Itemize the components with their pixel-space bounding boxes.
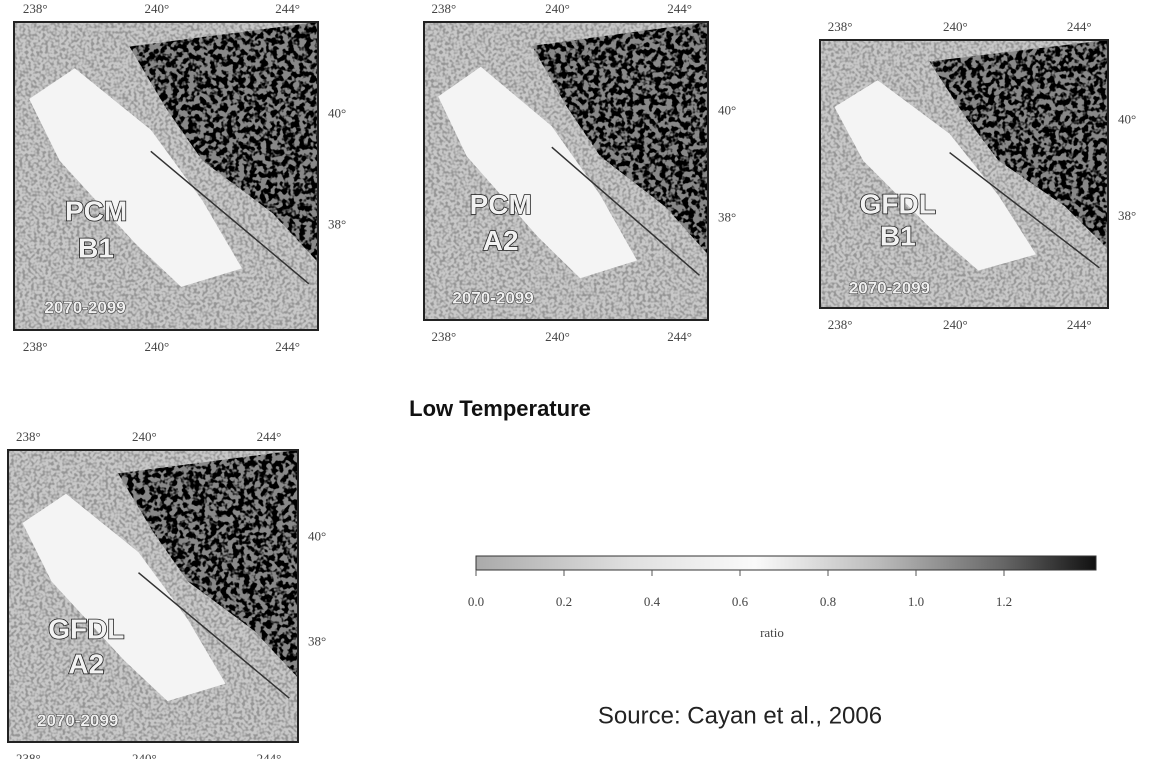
x-label-bottom: 240° xyxy=(545,329,570,344)
x-label-bottom: 238° xyxy=(16,751,41,759)
map-panel: 238° 238° 240° 240° 244° 244° 40° 38° PCM B1 2070-… xyxy=(13,1,346,354)
x-label-top: 244° xyxy=(1067,19,1092,34)
x-label-bottom: 240° xyxy=(145,339,170,354)
y-label: 40° xyxy=(308,529,326,544)
colorbar xyxy=(475,555,1097,571)
x-label-bottom: 240° xyxy=(132,751,157,759)
y-label: 38° xyxy=(328,216,346,231)
map-frame xyxy=(819,39,1109,309)
x-label-top: 238° xyxy=(432,1,457,16)
coastline xyxy=(138,572,290,699)
x-label-bottom: 244° xyxy=(275,339,300,354)
central-valley xyxy=(29,68,243,287)
model-label: PCM xyxy=(65,195,127,226)
x-label-bottom: 238° xyxy=(23,339,48,354)
source: Source: Cayan et al., 2006 xyxy=(598,702,882,729)
x-label-bottom: 238° xyxy=(828,317,853,332)
x-label-bottom: 238° xyxy=(432,329,457,344)
x-label-top: 244° xyxy=(275,1,300,16)
map-panel: 238° 238° 240° 240° 244° 244° 40° 38° GFDL A2 2070… xyxy=(7,429,326,759)
colorbar-tick-label: 0.6 xyxy=(732,594,749,609)
figure-title: Low Temperature xyxy=(409,396,591,421)
x-label-top: 244° xyxy=(667,1,692,16)
coastline xyxy=(551,146,700,276)
colorbar-tick-label: 0.8 xyxy=(820,594,836,609)
x-label-top: 240° xyxy=(145,1,170,16)
period-label: 2070-2099 xyxy=(37,711,118,730)
model-label: GFDL xyxy=(48,613,124,644)
scenario-label: B1 xyxy=(880,221,916,252)
colorbar-tick-label: 1.0 xyxy=(908,594,924,609)
colorbar-tick-label: 0.0 xyxy=(468,594,484,609)
y-label: 40° xyxy=(718,102,736,117)
colorbar-label: ratio xyxy=(760,625,784,640)
central-valley xyxy=(834,80,1036,271)
coastline xyxy=(150,150,310,285)
x-label-top: 238° xyxy=(23,1,48,16)
period-label: 2070-2099 xyxy=(44,298,125,317)
coastline xyxy=(949,151,1100,269)
scenario-label: A2 xyxy=(68,648,104,679)
y-label: 38° xyxy=(1118,208,1136,223)
scenario-label: A2 xyxy=(483,225,519,256)
y-label: 38° xyxy=(718,210,736,225)
x-label-top: 240° xyxy=(545,1,570,16)
scenario-label: B1 xyxy=(78,232,114,263)
colorbar-tick-label: 0.2 xyxy=(556,594,572,609)
central-valley xyxy=(438,66,637,279)
map-frame xyxy=(13,21,319,331)
central-valley xyxy=(22,493,226,702)
map-panel: 238° 238° 240° 240° 244° 244° 40° 38° PCM A2 2070-… xyxy=(423,1,736,344)
colorbar-tick-label: 0.4 xyxy=(644,594,661,609)
colorbar-tick-label: 1.2 xyxy=(996,594,1012,609)
x-label-top: 238° xyxy=(828,19,853,34)
x-label-bottom: 244° xyxy=(667,329,692,344)
x-label-top: 240° xyxy=(943,19,968,34)
model-label: PCM xyxy=(470,189,532,220)
x-label-bottom: 244° xyxy=(1067,317,1092,332)
y-label: 40° xyxy=(1118,111,1136,126)
x-label-top: 238° xyxy=(16,429,41,444)
map-frame xyxy=(423,21,709,321)
y-label: 40° xyxy=(328,105,346,120)
x-label-bottom: 240° xyxy=(943,317,968,332)
x-label-top: 244° xyxy=(257,429,282,444)
model-label: GFDL xyxy=(860,189,936,220)
x-label-bottom: 244° xyxy=(257,751,282,759)
x-label-top: 240° xyxy=(132,429,157,444)
map-frame xyxy=(7,449,299,743)
period-label: 2070-2099 xyxy=(452,289,533,308)
y-label: 38° xyxy=(308,634,326,649)
period-label: 2070-2099 xyxy=(849,279,930,298)
